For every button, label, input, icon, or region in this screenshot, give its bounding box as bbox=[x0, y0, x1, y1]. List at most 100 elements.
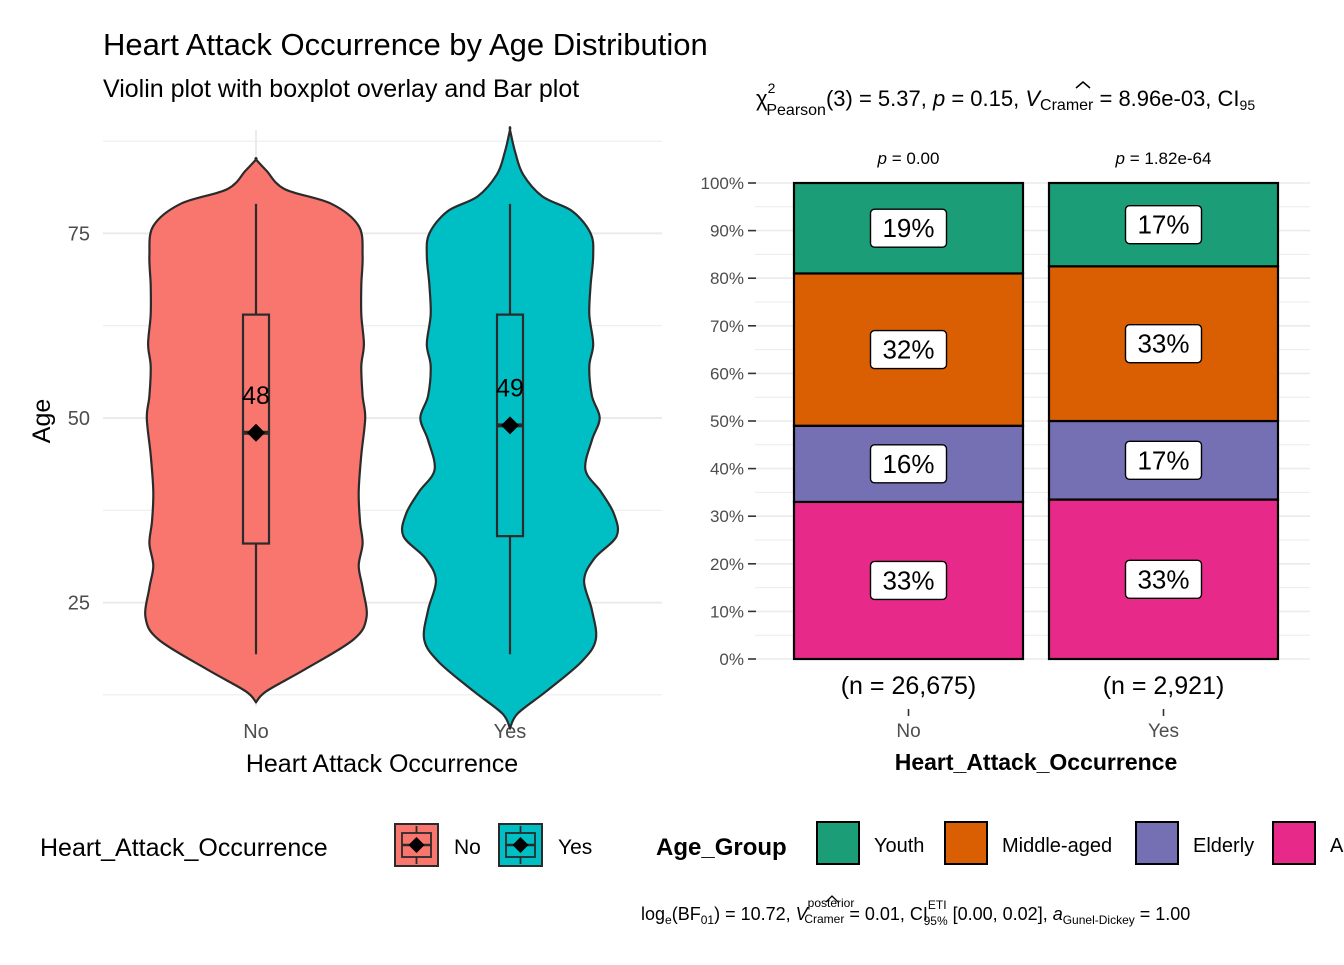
bar-label-box bbox=[1124, 323, 1203, 364]
bar-data-label: 16% bbox=[882, 449, 934, 479]
stats-subscript: Cramer bbox=[1040, 97, 1094, 114]
caption-log: log bbox=[641, 904, 665, 924]
stats-chi: χ bbox=[756, 86, 768, 111]
legend-swatch-a bbox=[1272, 821, 1316, 865]
legend-swatch-middle-aged bbox=[944, 821, 988, 865]
chart-subtitle: Violin plot with boxplot overlay and Bar… bbox=[103, 75, 579, 103]
caption-subscript: e bbox=[665, 913, 672, 927]
caption-v-symbol: V bbox=[796, 904, 810, 924]
stats-subscript: 95 bbox=[1240, 97, 1256, 113]
mean-label: 49 bbox=[496, 374, 524, 402]
caption-text-part: (BF bbox=[672, 904, 701, 924]
caption-superscript: ETI bbox=[928, 898, 947, 912]
violin-x-axis-title: Heart Attack Occurrence bbox=[246, 750, 518, 778]
legend-left-title: Heart_Attack_Occurrence bbox=[40, 834, 328, 862]
p-symbol: p bbox=[877, 149, 887, 168]
caption-subscript: 01 bbox=[701, 913, 715, 927]
stats-hat bbox=[1075, 81, 1091, 89]
bar-y-tick-label: 70% bbox=[710, 317, 744, 336]
bar-label-box bbox=[1124, 204, 1203, 245]
stacked-bar-panel: 0% 10% 20% 30% 40% 50% 60% 70% 80% 90% 100% 33% 16% 3… bbox=[701, 149, 1310, 742]
bar-data-label: 33% bbox=[1137, 329, 1189, 359]
bar-data-label: 17% bbox=[1137, 445, 1189, 475]
bar-data-label: 33% bbox=[882, 565, 934, 595]
violin-y-axis-title: Age bbox=[28, 399, 56, 443]
bar-y-tick-label: 40% bbox=[710, 460, 744, 479]
bar-data-label: 17% bbox=[1137, 210, 1189, 240]
bar-y-tick-label: 0% bbox=[719, 650, 744, 669]
bar-y-tick-label: 10% bbox=[710, 602, 744, 621]
caption-subscript: Gunel-Dickey bbox=[1063, 913, 1135, 927]
violin-x-tick-label: Yes bbox=[494, 721, 527, 743]
bar-label-box bbox=[869, 208, 948, 248]
legend-label-youth: Youth bbox=[874, 835, 924, 857]
bar-n-label: (n = 26,675) bbox=[841, 672, 977, 700]
caption-subscript: Cramer bbox=[804, 912, 844, 926]
bar-y-tick-label: 50% bbox=[710, 412, 744, 431]
legend-key-mean bbox=[408, 837, 425, 853]
stats-subscript: Pearson bbox=[766, 102, 826, 119]
stats-header-text: χ2 Pearson(3) = 5.37, p = 0.15, VCramer =… bbox=[756, 80, 1255, 119]
legend-swatch-youth bbox=[816, 821, 860, 865]
caption-superscript: posterior bbox=[808, 896, 855, 910]
caption-a-symbol: a bbox=[1053, 904, 1063, 924]
legend-heart-attack: Heart_Attack_Occurrence No Yes bbox=[40, 823, 592, 867]
stats-p-symbol: p bbox=[932, 86, 945, 111]
bar-x-tick-label: Yes bbox=[1148, 721, 1179, 742]
bar-data-label: 32% bbox=[882, 335, 934, 365]
legend-right-title: Age_Group bbox=[656, 834, 787, 861]
bar-y-tick-label: 100% bbox=[701, 174, 744, 193]
stats-text: (3) = 5.37, bbox=[826, 86, 933, 111]
chart-title: Heart Attack Occurrence by Age Distribut… bbox=[103, 27, 708, 62]
violin-y-tick-label: 50 bbox=[68, 408, 90, 430]
violin-panel: 25 50 75 No Yes 48 49 bbox=[68, 126, 662, 743]
bar-data-label: 19% bbox=[882, 213, 934, 243]
legend-key-mean bbox=[512, 837, 529, 853]
bar-x-tick-label: No bbox=[896, 721, 920, 742]
violin-y-tick-label: 75 bbox=[68, 223, 90, 245]
mean-label: 48 bbox=[242, 382, 270, 410]
legend-label-middle-aged: Middle-aged bbox=[1002, 835, 1112, 857]
bar-y-tick-label: 90% bbox=[710, 222, 744, 241]
bar-top-p-label: p = 0.00 bbox=[877, 149, 940, 168]
bar-segment-middle-aged bbox=[792, 272, 1025, 427]
caption-text-part: [0.00, 0.02], bbox=[948, 904, 1053, 924]
bayes-caption: loge(BF01) = 10.72, Vposterior Cramer = 0… bbox=[641, 895, 1191, 928]
bar-label-box bbox=[869, 444, 948, 484]
p-value: = 1.82e-64 bbox=[1125, 149, 1212, 168]
stats-superscript: 2 bbox=[768, 80, 776, 96]
legend-label-no: No bbox=[454, 836, 481, 859]
bar-label-box bbox=[1124, 440, 1203, 480]
stats-text: = 8.96e-03, CI bbox=[1093, 86, 1239, 111]
legend-label-a: A bbox=[1330, 835, 1344, 857]
legend-label-yes: Yes bbox=[558, 836, 592, 859]
stats-v-symbol: V bbox=[1025, 86, 1042, 111]
caption-hat bbox=[825, 895, 839, 903]
bar-y-tick-label: 20% bbox=[710, 555, 744, 574]
caption-text-part: = 1.00 bbox=[1135, 904, 1191, 924]
caption-text-part: ) = 10.72, bbox=[714, 904, 796, 924]
bar-top-p-label: p = 1.82e-64 bbox=[1115, 149, 1212, 168]
mean-point bbox=[501, 416, 519, 435]
bar-label-box bbox=[1124, 559, 1203, 599]
caption-subscript: 95% bbox=[924, 914, 948, 928]
violin-x-tick-label: No bbox=[243, 721, 269, 743]
bar-label-box bbox=[869, 560, 948, 601]
bar-y-tick-label: 60% bbox=[710, 364, 744, 383]
violin-y-tick-label: 25 bbox=[68, 593, 90, 615]
mean-point bbox=[247, 423, 265, 442]
bar-data-label: 33% bbox=[1137, 564, 1189, 594]
bar-y-tick-label: 80% bbox=[710, 269, 744, 288]
stats-text: = 0.15, bbox=[945, 86, 1025, 111]
bar-n-label: (n = 2,921) bbox=[1103, 672, 1225, 700]
stats-header: χ2 Pearson(3) = 5.37, p = 0.15, VCramer =… bbox=[756, 80, 1255, 119]
bar-y-tick-label: 30% bbox=[710, 507, 744, 526]
p-symbol: p bbox=[1115, 149, 1125, 168]
legend-swatch-elderly bbox=[1135, 821, 1179, 865]
bar-x-axis-title: Heart_Attack_Occurrence bbox=[895, 749, 1178, 775]
legend-age-group: Age_Group Youth Middle-aged Elderly A bbox=[656, 821, 1344, 865]
bar-label-box bbox=[869, 329, 948, 370]
legend-label-elderly: Elderly bbox=[1193, 835, 1254, 857]
